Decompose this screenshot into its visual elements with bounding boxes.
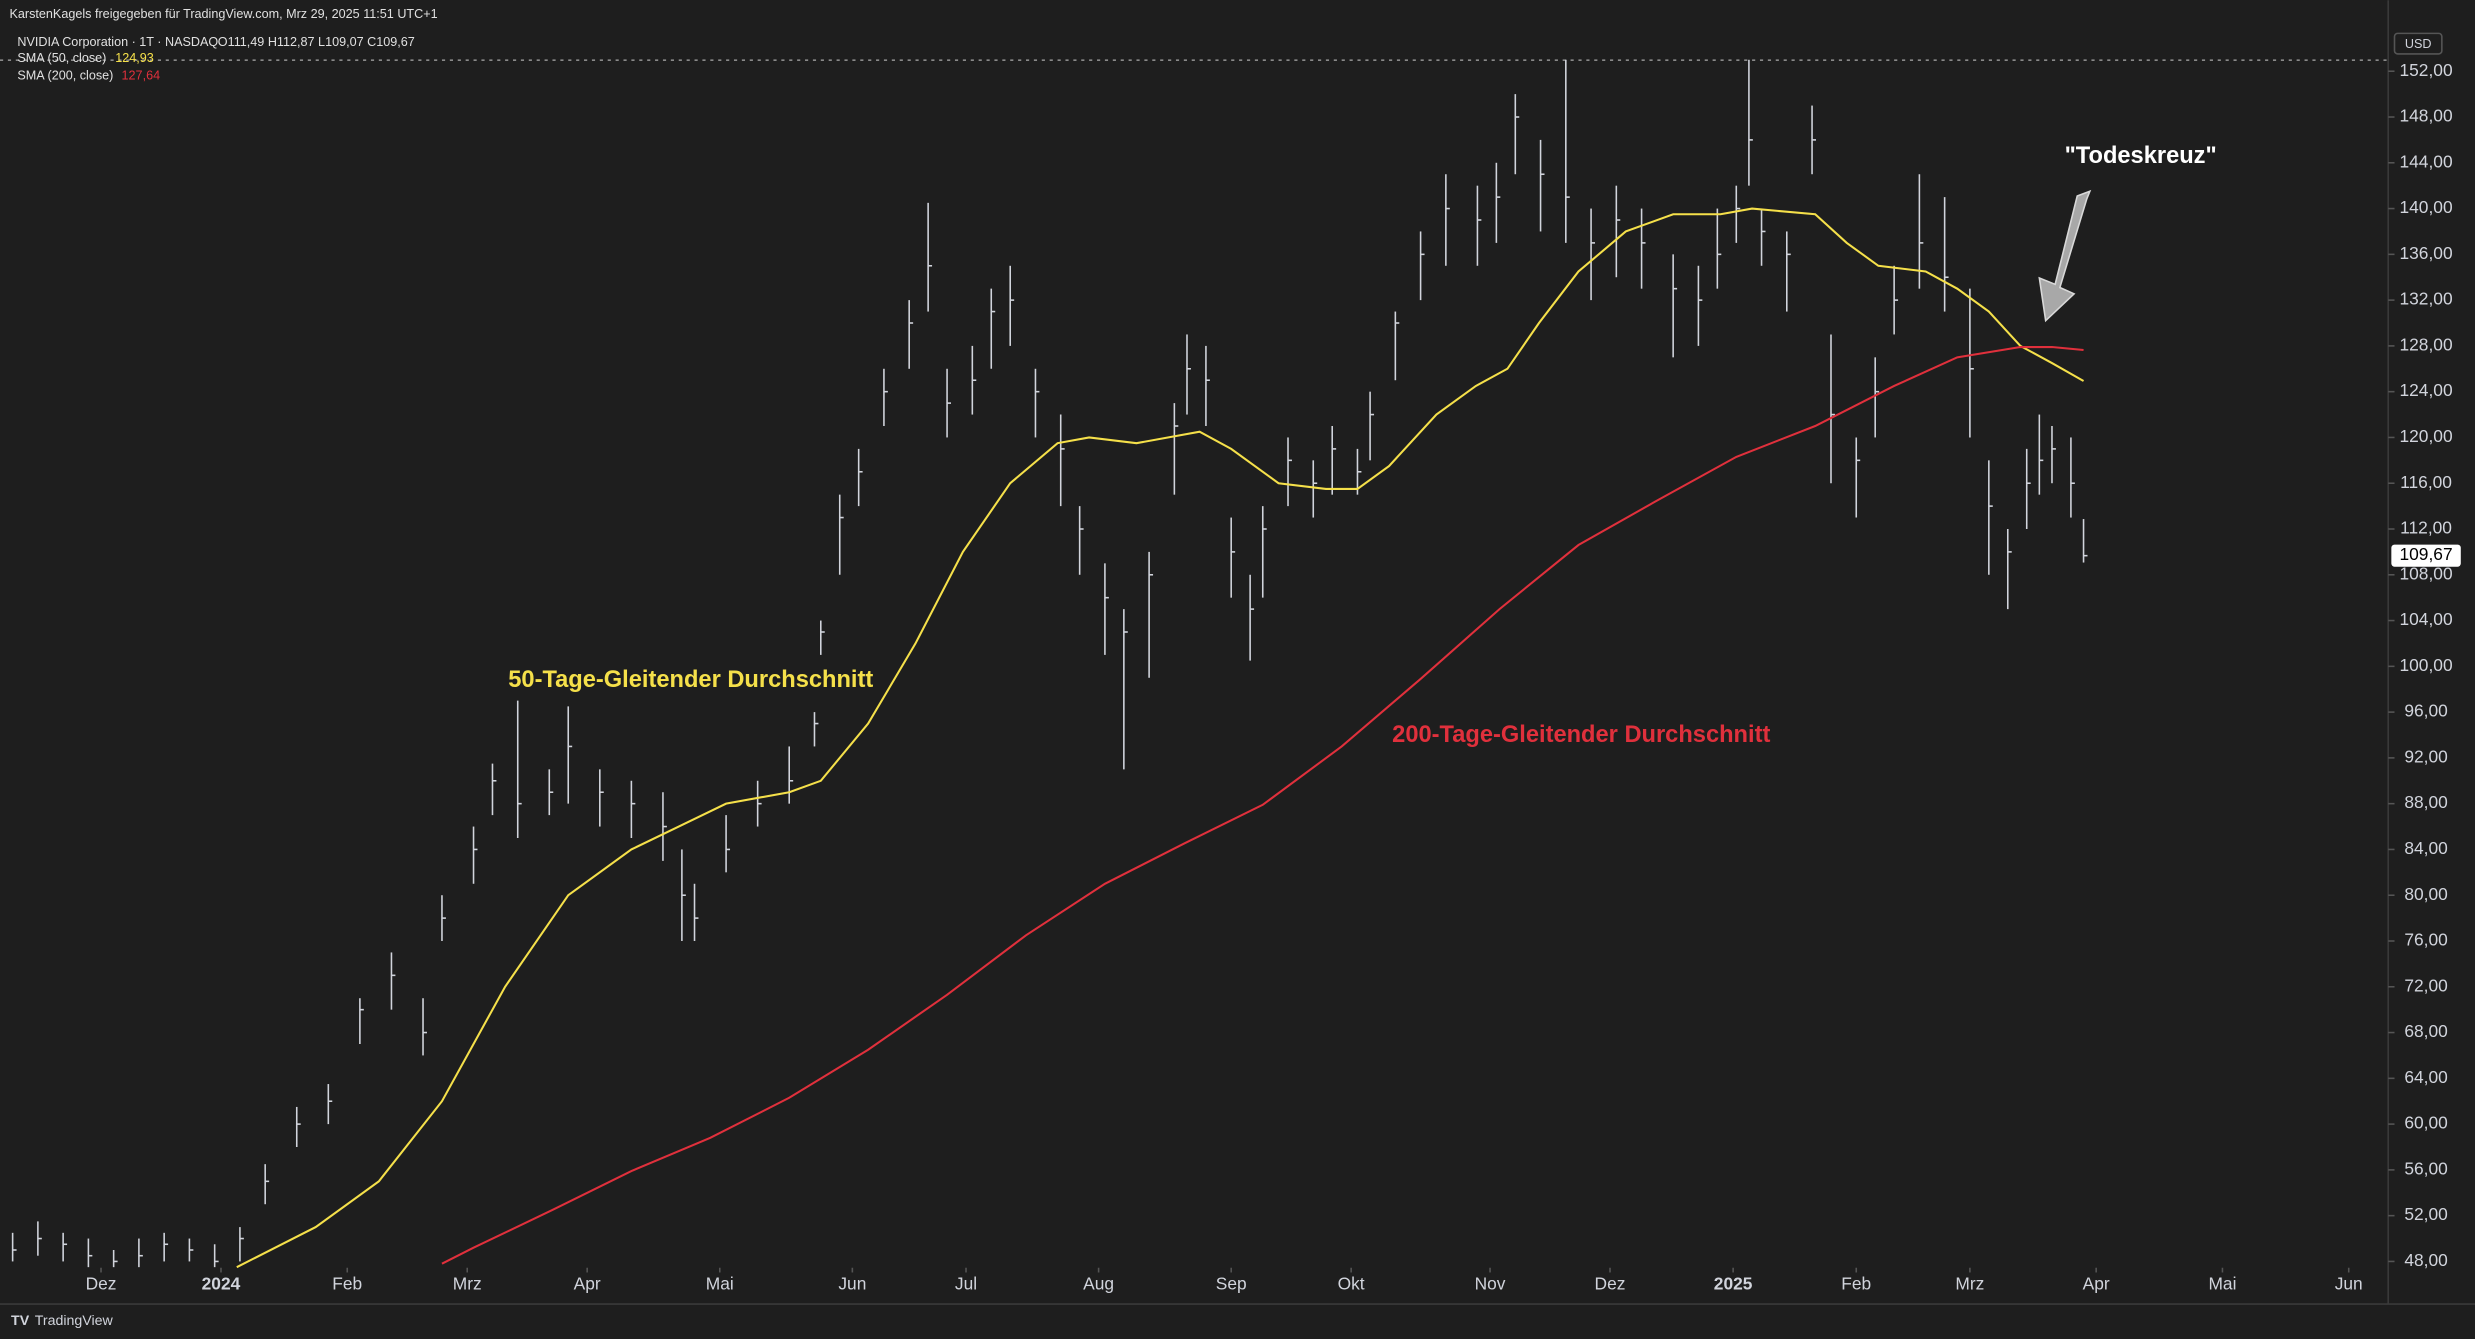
plot-area [11, 59, 2088, 1269]
x-tick-label: Mrz [453, 1274, 482, 1294]
sma-line [441, 346, 2084, 1265]
y-tick-label: 48,00 [2404, 1250, 2447, 1270]
ohlc-values: O111,49 H112,87 L109,07 C109,67 [218, 35, 415, 49]
y-tick-label: 52,00 [2404, 1204, 2447, 1224]
x-tick-label: Aug [1083, 1274, 1114, 1294]
brand-name: TradingView [35, 1313, 114, 1329]
x-tick-label: Mrz [1955, 1274, 1984, 1294]
y-tick-label: 56,00 [2404, 1158, 2447, 1178]
brand: TV TradingView [11, 1313, 114, 1329]
y-tick-label: 124,00 [2400, 380, 2453, 400]
y-tick-label: 136,00 [2400, 243, 2453, 263]
y-tick-label: 116,00 [2400, 472, 2452, 492]
x-tick-label: Jun [838, 1274, 866, 1294]
y-tick-label: 132,00 [2400, 289, 2453, 309]
legend-value: 124,93 [115, 51, 154, 65]
annotation: 50-Tage-Gleitender Durchschnitt [508, 667, 873, 693]
y-tick-label: 80,00 [2404, 884, 2447, 904]
x-tick-label: Mai [706, 1274, 734, 1294]
annotation: 200-Tage-Gleitender Durchschnitt [1392, 722, 1770, 748]
y-tick-label: 68,00 [2404, 1021, 2447, 1041]
x-tick-label: Dez [86, 1274, 117, 1294]
x-tick-label: Jun [2335, 1274, 2363, 1294]
x-tick-label: 2025 [1714, 1274, 1753, 1294]
y-tick-label: 72,00 [2404, 975, 2447, 995]
y-tick-label: 88,00 [2404, 792, 2447, 812]
y-tick-label: 108,00 [2400, 563, 2453, 583]
x-tick-label: Sep [1216, 1274, 1247, 1294]
x-tick-label: Okt [1338, 1274, 1365, 1294]
x-tick-label: 2024 [202, 1274, 241, 1294]
arrow [2038, 189, 2092, 323]
last-price-box [2391, 544, 2461, 567]
x-tick-label: Jul [955, 1274, 977, 1294]
y-tick-label: 100,00 [2400, 655, 2453, 675]
y-tick-label: 76,00 [2404, 930, 2447, 950]
legend-entry: SMA (50, close) [17, 51, 106, 65]
y-tick-label: 152,00 [2400, 60, 2453, 80]
y-tick-label: 128,00 [2400, 334, 2453, 354]
attribution: KarstenKagels freigegeben für TradingVie… [9, 7, 437, 21]
y-tick-label: 84,00 [2404, 838, 2447, 858]
y-tick-label: 92,00 [2404, 746, 2447, 766]
x-tick-label: Apr [2083, 1274, 2110, 1294]
x-tick-label: Mai [2208, 1274, 2236, 1294]
x-tick-label: Feb [1841, 1274, 1871, 1294]
legend-value: 127,64 [122, 68, 161, 82]
svg-text:TV: TV [11, 1313, 30, 1329]
y-tick-label: 140,00 [2400, 197, 2453, 217]
y-tick-label: 96,00 [2404, 701, 2447, 721]
last-price-label: 109,67 [2400, 544, 2453, 564]
currency-box [2393, 32, 2443, 55]
x-tick-label: Apr [574, 1274, 601, 1294]
y-tick-label: 112,00 [2400, 518, 2452, 538]
sma-line [236, 207, 2085, 1269]
x-tick-label: Nov [1475, 1274, 1506, 1294]
symbol-title: NVIDIA Corporation · 1T · NASDAQ [17, 35, 218, 49]
currency: USD [2405, 37, 2432, 51]
y-tick-label: 144,00 [2400, 151, 2453, 171]
y-tick-label: 148,00 [2400, 106, 2453, 126]
x-tick-label: Feb [332, 1274, 362, 1294]
y-tick-label: 64,00 [2404, 1067, 2447, 1087]
annotation: "Todeskreuz" [2065, 143, 2217, 169]
y-tick-label: 104,00 [2400, 609, 2453, 629]
y-tick-label: 60,00 [2404, 1113, 2447, 1133]
y-tick-label: 120,00 [2400, 426, 2453, 446]
x-tick-label: Dez [1595, 1274, 1626, 1294]
legend-entry: SMA (200, close) [17, 68, 113, 82]
